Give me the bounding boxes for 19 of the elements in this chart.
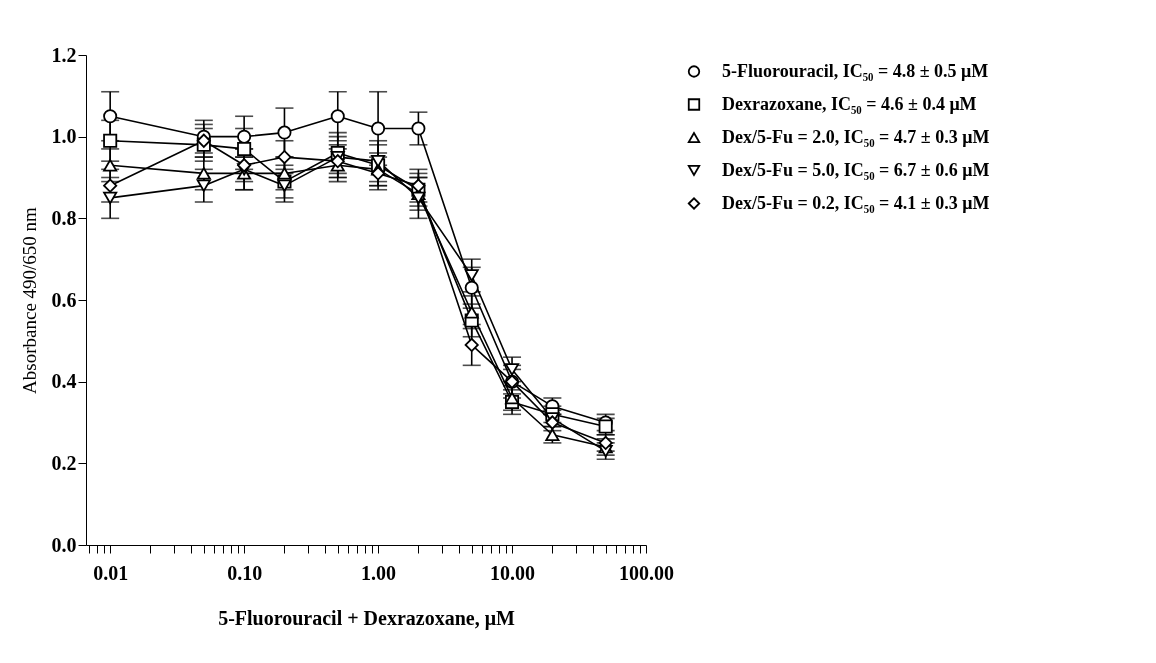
y-tick-label: 0.8 — [51, 206, 77, 229]
x-tick-label: 100.00 — [619, 561, 674, 584]
y-tick-label: 1.2 — [51, 43, 77, 66]
legend-label: Dexrazoxane, IC₅₀ = 4.6 ± 0.4 μM — [722, 93, 977, 114]
legend-label: Dex/5-Fu = 5.0, IC₅₀ = 6.7 ± 0.6 μM — [722, 159, 990, 180]
x-tick-label: 0.01 — [93, 561, 129, 584]
x-tick-label: 1.00 — [361, 561, 397, 584]
y-tick-label: 0.4 — [51, 370, 77, 393]
y-tick-label: 1.0 — [51, 125, 77, 148]
x-tick-label: 10.00 — [490, 561, 536, 584]
legend-label: Dex/5-Fu = 0.2, IC₅₀ = 4.1 ± 0.3 μM — [722, 192, 990, 213]
x-tick-label: 0.10 — [227, 561, 263, 584]
legend-label: Dex/5-Fu = 2.0, IC₅₀ = 4.7 ± 0.3 μM — [722, 126, 990, 147]
x-axis-title: 5-Fluorouracil + Dexrazoxane, μM — [218, 606, 515, 630]
y-tick-label: 0.0 — [51, 533, 77, 556]
y-tick-label: 0.6 — [51, 288, 77, 311]
legend-label: 5-Fluorouracil, IC₅₀ = 4.8 ± 0.5 μM — [722, 60, 989, 81]
y-tick-label: 0.2 — [51, 451, 77, 474]
y-axis-title: Absorbance 490/650 nm — [18, 206, 40, 394]
